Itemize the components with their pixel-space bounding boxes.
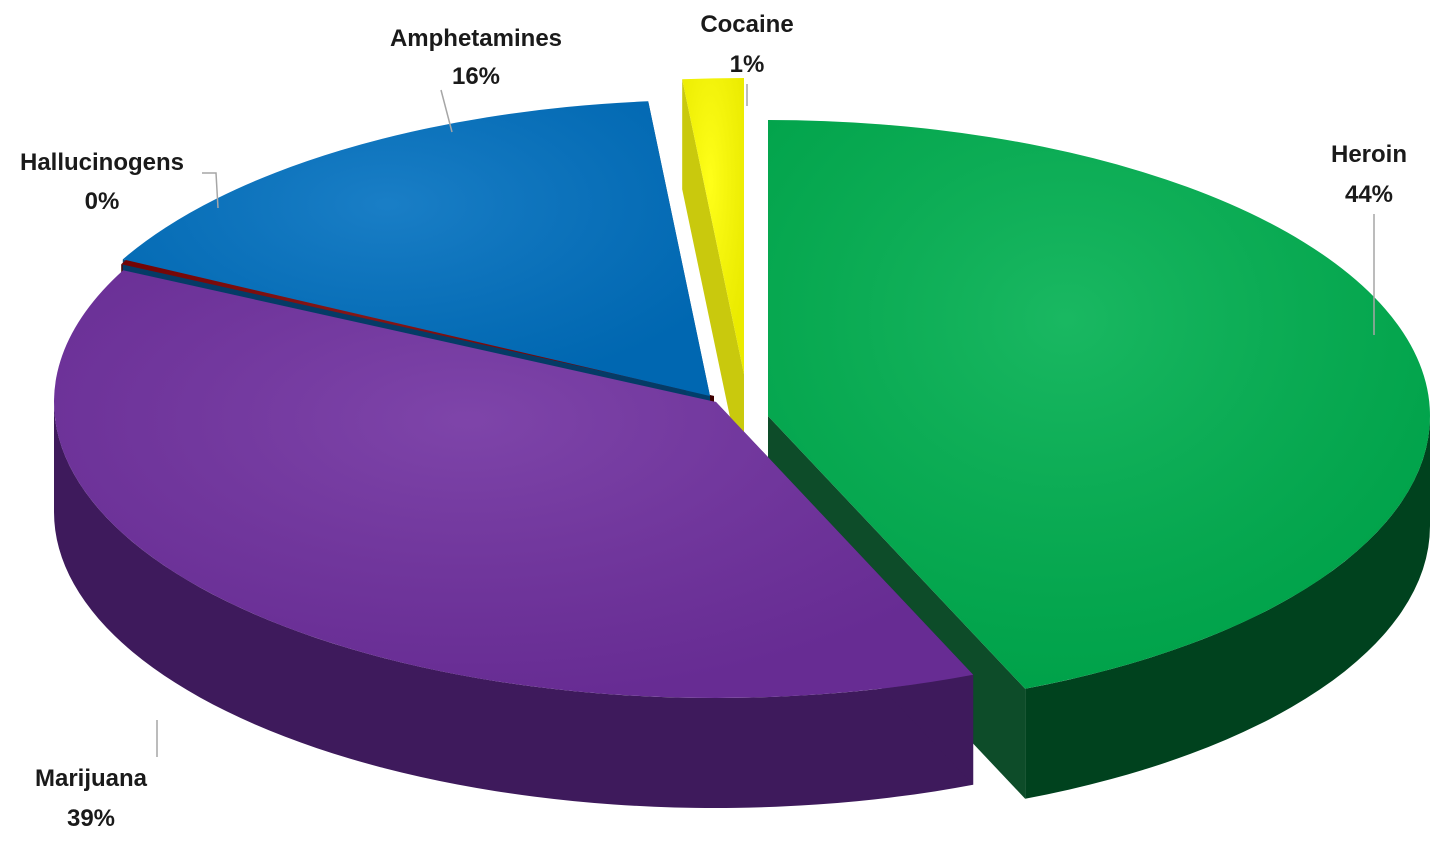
slice-value-cocaine: 1% — [730, 51, 765, 78]
slice-value-amphetamines: 16% — [452, 63, 500, 90]
slice-value-hallucinogens: 0% — [85, 188, 120, 215]
slice-value-heroin: 44% — [1345, 181, 1393, 208]
slice-label-cocaine: Cocaine — [700, 11, 793, 38]
slice-label-heroin: Heroin — [1331, 141, 1407, 168]
slice-label-amphetamines: Amphetamines — [390, 25, 562, 52]
slice-label-hallucinogens: Hallucinogens — [20, 149, 184, 176]
slice-value-marijuana: 39% — [67, 805, 115, 832]
slice-label-marijuana: Marijuana — [35, 765, 148, 792]
